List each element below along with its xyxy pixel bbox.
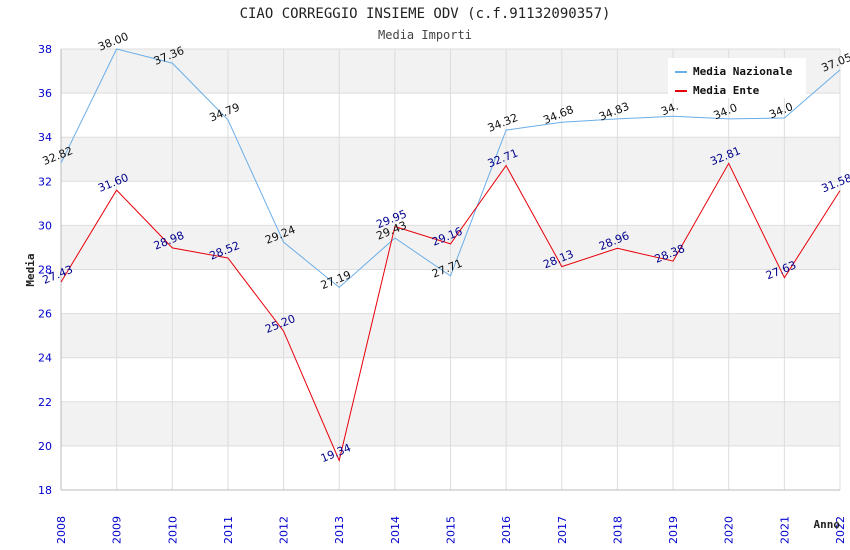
data-label-media-nazionale: 34.68 (541, 103, 575, 127)
y-tick-label: 20 (38, 440, 52, 453)
x-axis-ticks: 2008 2009 2010 2011 2012 2013 2014 2015 2016 2017… (55, 516, 847, 544)
y-tick-label: 30 (38, 219, 52, 232)
x-tick-label: 2021 (778, 516, 791, 544)
x-tick-label: 2014 (389, 516, 402, 544)
legend-label-media-ente: Media Ente (693, 84, 760, 97)
x-tick-label: 2010 (166, 516, 179, 544)
x-tick-label: 2012 (278, 516, 291, 544)
x-tick-label: 2020 (723, 516, 736, 544)
y-tick-label: 38 (38, 43, 52, 56)
gridlines (60, 48, 841, 491)
y-tick-label: 34 (38, 131, 52, 144)
series-line-media-ente (60, 162, 841, 463)
x-tick-label: 2018 (611, 516, 624, 544)
data-label-media-nazionale: 34.32 (486, 111, 520, 135)
y-tick-label: 22 (38, 396, 52, 409)
y-axis-ticks: 18 20 22 24 26 28 30 32 34 36 38 (38, 43, 52, 497)
y-tick-label: 18 (38, 484, 52, 497)
chart-subtitle: Media Importi (378, 28, 472, 42)
data-label-media-nazionale: 27.19 (319, 268, 353, 292)
x-tick-label: 2022 (834, 516, 847, 544)
legend: Media Nazionale Media Ente (668, 58, 806, 98)
x-tick-label: 2011 (222, 516, 235, 544)
x-tick-label: 2008 (55, 516, 68, 544)
x-axis-label: Anno (814, 518, 841, 531)
y-axis-label: Media (24, 253, 37, 286)
x-tick-label: 2009 (111, 516, 124, 544)
x-tick-label: 2015 (445, 516, 458, 544)
series-line-media-nazionale (60, 48, 841, 289)
series-lines (60, 48, 841, 463)
y-tick-label: 24 (38, 352, 52, 365)
y-tick-label: 26 (38, 308, 52, 321)
data-label-media-nazionale: 34. (659, 100, 680, 119)
legend-box (668, 58, 806, 98)
chart-title: CIAO CORREGGIO INSIEME ODV (c.f.91132090… (240, 6, 611, 22)
x-tick-label: 2017 (556, 516, 569, 544)
x-tick-label: 2016 (500, 516, 513, 544)
y-tick-label: 28 (38, 264, 52, 277)
legend-label-media-nazionale: Media Nazionale (693, 65, 793, 78)
data-label-media-nazionale: 34.83 (597, 100, 631, 124)
y-tick-label: 32 (38, 175, 52, 188)
x-tick-label: 2019 (667, 516, 680, 544)
y-tick-label: 36 (38, 87, 52, 100)
x-tick-label: 2013 (333, 516, 346, 544)
